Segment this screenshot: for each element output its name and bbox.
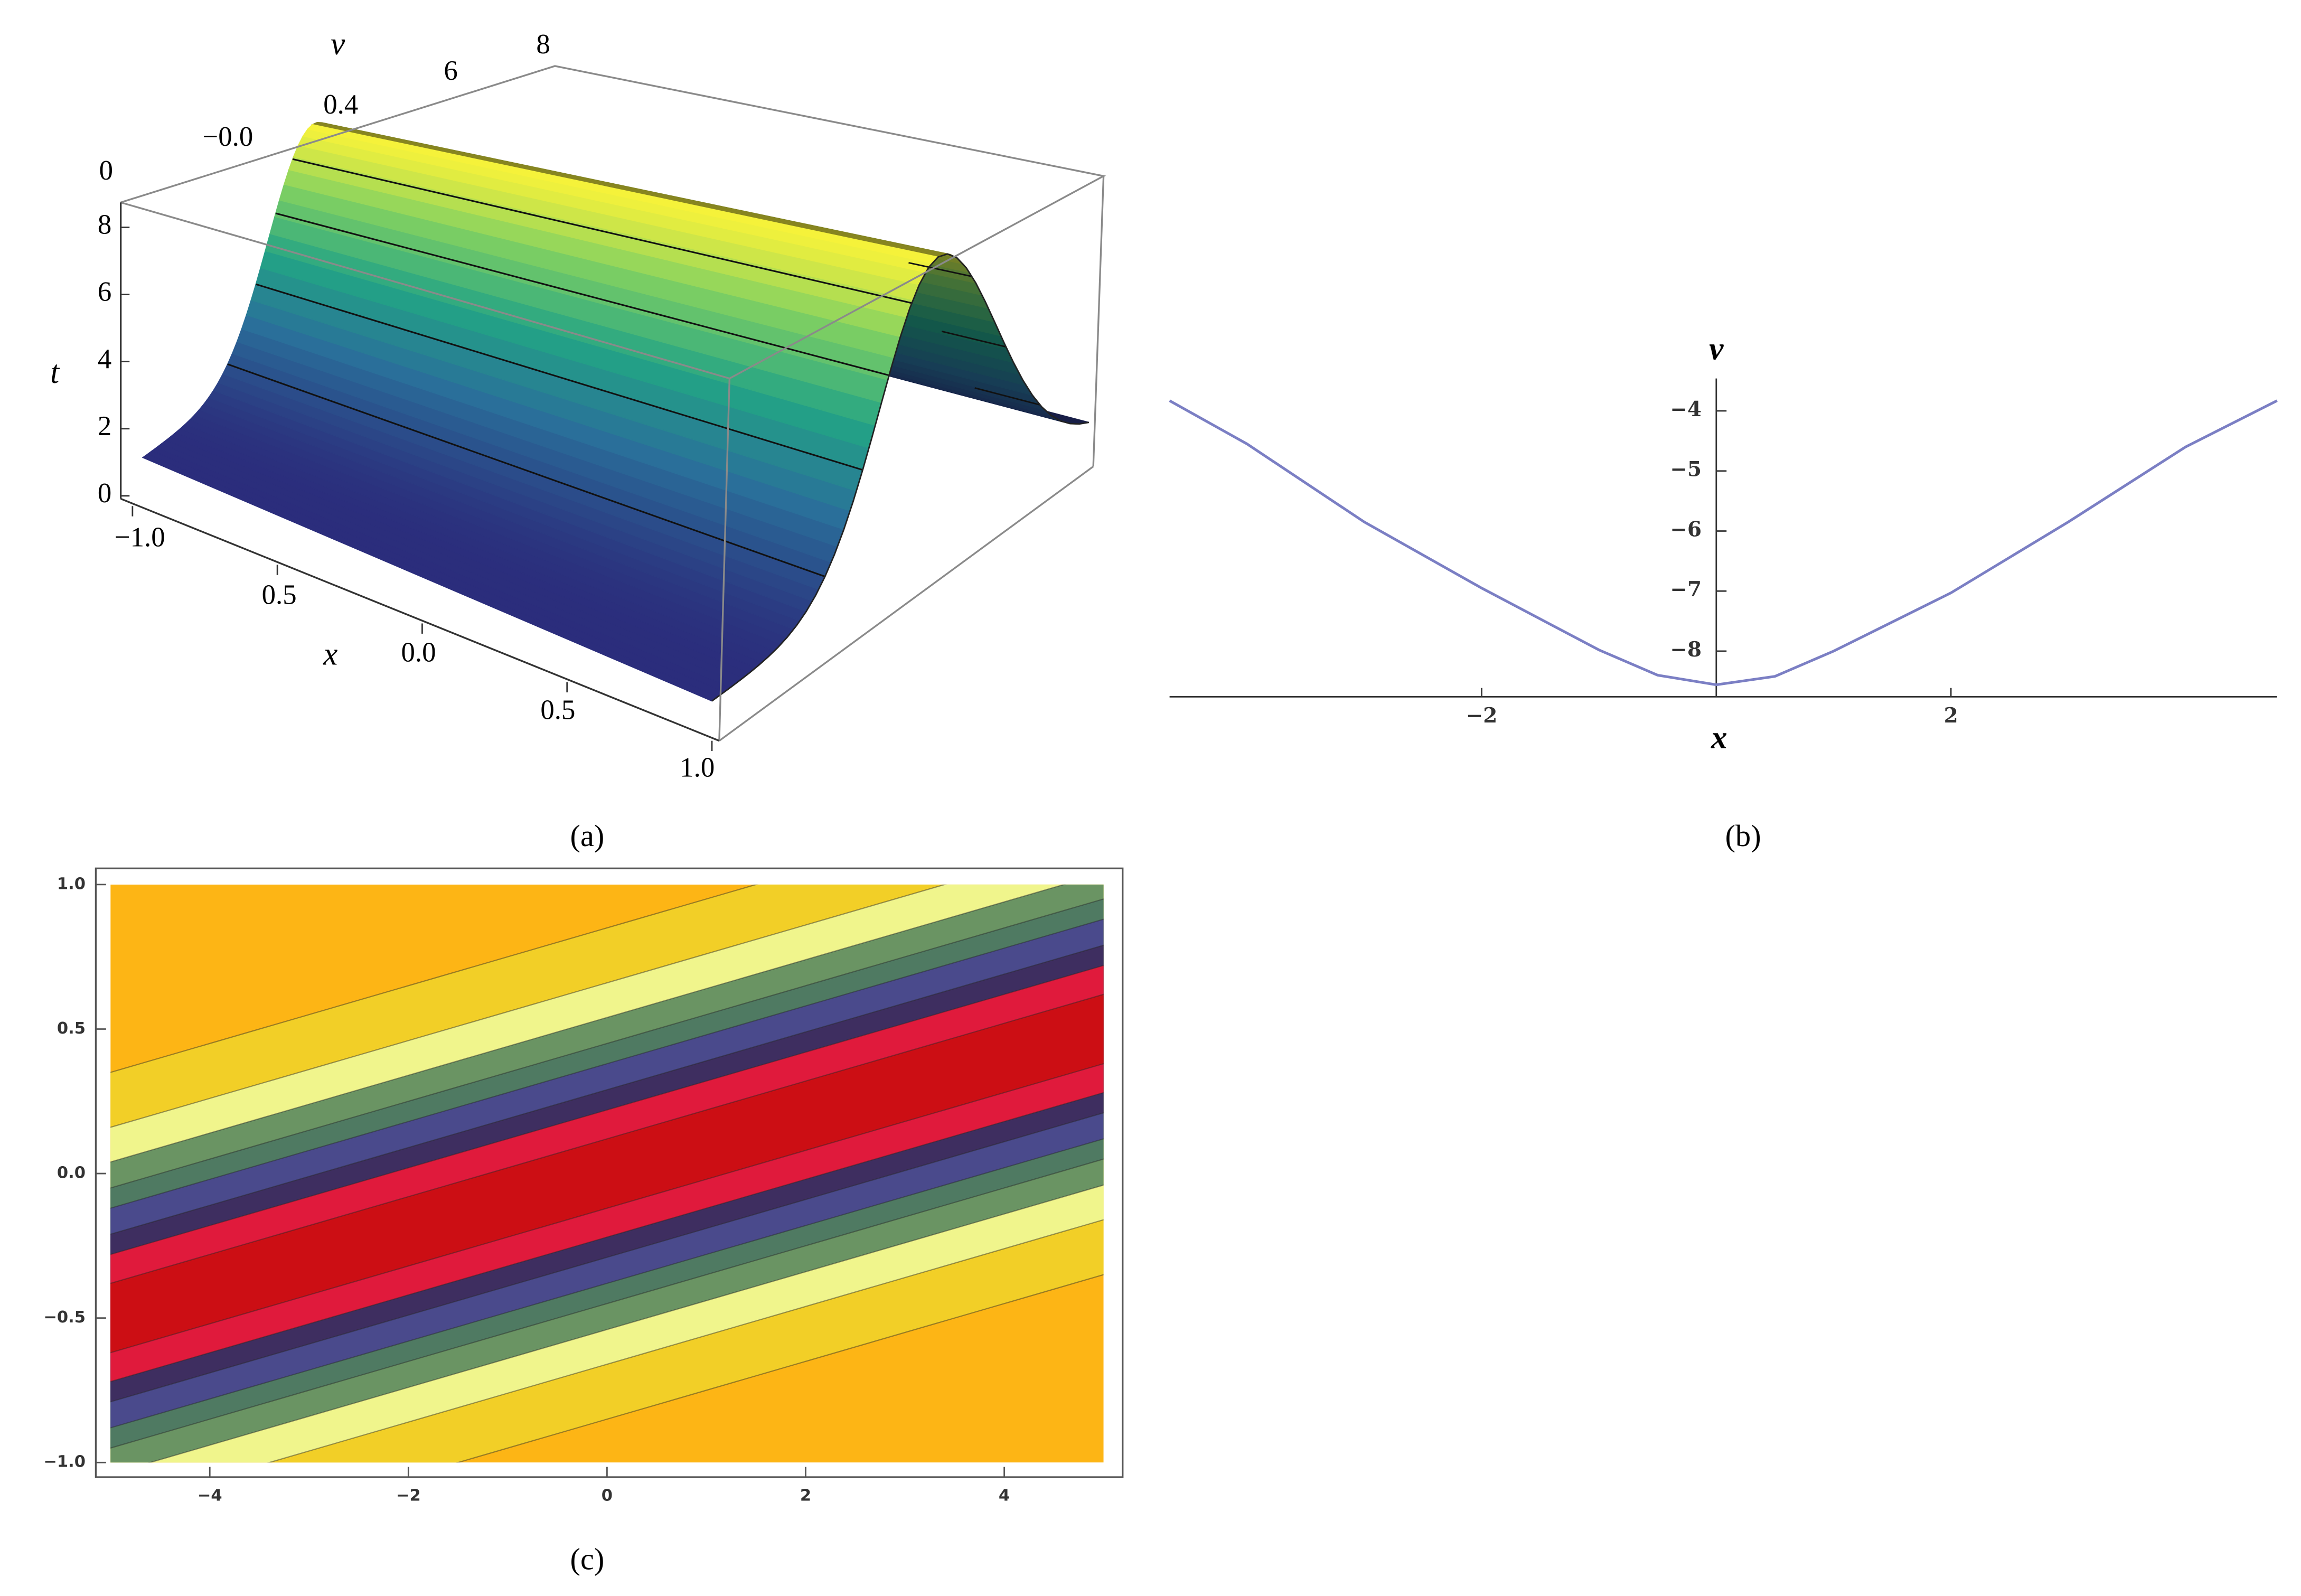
x-tick-label: −2 — [1466, 703, 1498, 728]
z-axis-label: v — [331, 26, 345, 62]
caption: (c) — [570, 1542, 605, 1576]
y-tick-label: 4 — [98, 344, 111, 374]
z-tick-label: 0.4 — [323, 89, 358, 120]
z-tick-label: 8 — [536, 29, 550, 60]
frame — [95, 867, 1124, 1478]
y-tick-label: −6 — [1670, 517, 1702, 541]
z-tick-label: 6 — [444, 55, 457, 86]
z-tick-label: −0.0 — [203, 121, 253, 152]
contour-line — [974, 387, 1040, 406]
x-tick-label: −1.0 — [115, 522, 165, 552]
line — [1169, 399, 2278, 687]
x-axis-label: x — [1711, 720, 1727, 756]
panel-a: −1.0 0.5 0.0 0.5 1.0 0 2 4 6 8 0 −0.0 0.4 6 8 x t v (a) — [50, 26, 1106, 853]
y-tick-label: 0.5 — [57, 1019, 86, 1038]
z-tick-label: 0 — [99, 155, 113, 186]
contour-line — [908, 262, 972, 277]
y-tick-label: 0.0 — [57, 1164, 86, 1182]
y-tick-label: −5 — [1670, 457, 1702, 482]
y-tick-label: −0.5 — [43, 1308, 86, 1327]
surface-edge — [711, 253, 1090, 702]
box-edge — [718, 465, 1094, 742]
x-tick-label: −2 — [396, 1487, 421, 1505]
x-tick-label: 2 — [1944, 703, 1958, 728]
caption: (b) — [1725, 819, 1761, 853]
box-edge — [1092, 176, 1105, 467]
x-tick-label: −4 — [198, 1487, 222, 1505]
x-tick-label: 2 — [800, 1487, 811, 1505]
x-tick-label: 1.0 — [680, 752, 715, 783]
x-tick-label: 0.5 — [540, 694, 575, 725]
y-tick-label: −8 — [1670, 637, 1702, 662]
x-axis-label: x — [323, 636, 337, 672]
x-tick-label: 0.5 — [262, 579, 297, 610]
contour-area — [110, 884, 1104, 1463]
box-edge — [718, 378, 731, 741]
y-tick-label: −1.0 — [43, 1453, 86, 1471]
contour-line — [292, 158, 912, 304]
y-tick-label: 6 — [98, 277, 111, 307]
contour-line — [941, 331, 1007, 348]
y-tick-label: −4 — [1670, 397, 1702, 421]
y-tick-label: 1.0 — [57, 875, 86, 893]
panel-c: −4 −2 0 2 4 −1.0 −0.5 0.0 0.5 1.0 (c) — [43, 867, 1124, 1576]
x-tick-label: 0.0 — [401, 637, 436, 668]
x-tick-label: 0 — [602, 1487, 613, 1505]
y-tick-label: −7 — [1670, 577, 1702, 602]
y-tick-label: 0 — [98, 478, 111, 509]
x-tick-label: 4 — [999, 1487, 1010, 1505]
y-tick-label: 8 — [98, 210, 111, 240]
box — [119, 65, 1106, 742]
surface — [142, 121, 1090, 702]
y-axis-label: t — [50, 355, 60, 390]
y-axis-label: v — [1709, 332, 1724, 367]
panel-b: −2 2 −8 −7 −6 −5 −4 v x (b) — [1169, 332, 2278, 853]
y-tick-label: 2 — [98, 411, 111, 442]
contour-line — [256, 283, 863, 471]
contour-band — [110, 993, 1104, 1354]
caption: (a) — [570, 819, 605, 853]
box-edge — [120, 497, 720, 742]
